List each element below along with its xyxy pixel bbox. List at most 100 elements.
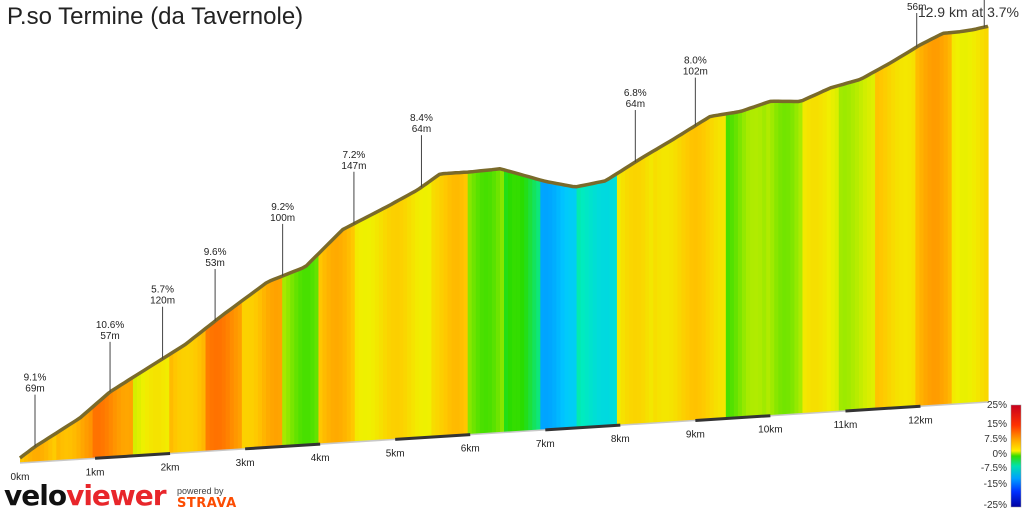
gradient-strip bbox=[286, 272, 291, 447]
gradient-strip bbox=[294, 269, 299, 446]
gradient-strip bbox=[104, 393, 110, 458]
gradient-strip bbox=[951, 32, 957, 405]
gradient-strip bbox=[403, 195, 408, 439]
gradient-strip bbox=[641, 155, 646, 424]
gradient-strip bbox=[205, 325, 211, 452]
gradient-strip bbox=[274, 277, 279, 447]
gradient-strip bbox=[153, 362, 158, 455]
gradient-strip bbox=[967, 29, 973, 404]
gradient-strip bbox=[975, 28, 981, 403]
gradient-strip bbox=[56, 430, 61, 461]
gradient-strip bbox=[48, 435, 53, 462]
gradient-strip bbox=[145, 367, 150, 456]
gradient-strip bbox=[209, 322, 215, 452]
gradient-strip bbox=[443, 173, 449, 437]
gradient-strip bbox=[979, 27, 985, 403]
gradient-strip bbox=[596, 181, 602, 427]
gradient-strip bbox=[649, 151, 654, 424]
annotation-length: 120m bbox=[150, 296, 175, 307]
gradient-strip bbox=[729, 112, 735, 419]
gradient-strip bbox=[201, 328, 207, 452]
gradient-strip bbox=[520, 174, 525, 432]
x-tick-label: 10km bbox=[758, 425, 782, 436]
gradient-strip bbox=[633, 160, 638, 425]
gradient-strip bbox=[947, 32, 953, 405]
annotation-grade: 8.0% bbox=[684, 56, 707, 67]
gradient-strip bbox=[459, 172, 465, 436]
gradient-strip bbox=[427, 180, 432, 438]
gradient-strip bbox=[270, 279, 275, 448]
annotation-length: 147m bbox=[341, 161, 366, 172]
gradient-strip bbox=[475, 170, 481, 435]
gradient-strip bbox=[927, 39, 933, 406]
gradient-strip bbox=[213, 319, 219, 451]
gradient-strip bbox=[693, 124, 699, 421]
gradient-strip bbox=[229, 306, 235, 450]
gradient-strip bbox=[862, 75, 868, 410]
gradient-strip bbox=[128, 377, 134, 457]
gradient-strip bbox=[705, 116, 711, 420]
gradient-strip bbox=[608, 176, 614, 426]
annotation-length: 100m bbox=[270, 213, 295, 224]
elevation-line bbox=[18, 24, 989, 460]
annotation-length: 69m bbox=[25, 384, 44, 395]
x-tick-label: 11km bbox=[834, 420, 858, 431]
gradient-strip bbox=[431, 177, 437, 438]
gradient-strip bbox=[681, 131, 687, 422]
page-title: P.so Termine (da Tavernole) bbox=[7, 3, 304, 30]
gradient-strip bbox=[512, 172, 517, 432]
gradient-strip bbox=[576, 185, 582, 428]
gradient-strip bbox=[241, 297, 247, 450]
gradient-strip bbox=[342, 227, 348, 443]
gradient-strip bbox=[572, 186, 578, 429]
gradient-strip bbox=[850, 80, 856, 411]
gradient-strip bbox=[362, 217, 368, 442]
gradient-strip bbox=[935, 35, 941, 406]
gradient-strip bbox=[725, 113, 731, 419]
gradient-strip bbox=[471, 171, 477, 435]
x-tick-label: 6km bbox=[461, 444, 480, 455]
gradient-strip bbox=[971, 29, 977, 404]
gradient-strip bbox=[197, 331, 203, 452]
annotation-length: 102m bbox=[683, 67, 708, 78]
gradient-strip bbox=[169, 352, 174, 454]
gradient-strip bbox=[177, 346, 182, 454]
gradient-strip bbox=[76, 417, 82, 460]
gradient-strip bbox=[770, 101, 775, 416]
annotation-grade: 9.9% bbox=[905, 0, 928, 2]
veloviewer-logo: veloviewer bbox=[4, 482, 167, 510]
gradient-strip bbox=[814, 93, 820, 413]
annotation-grade: 6.8% bbox=[624, 88, 647, 99]
strava-logo: STRAVA bbox=[177, 496, 237, 511]
km-bar bbox=[845, 404, 921, 413]
annotation-grade: 7.2% bbox=[343, 150, 366, 161]
x-tick-label: 8km bbox=[611, 434, 630, 445]
gradient-strip bbox=[802, 98, 808, 414]
annotation-grade: 8.4% bbox=[410, 113, 433, 124]
gradient-strip bbox=[399, 197, 404, 440]
gradient-strip bbox=[124, 379, 130, 457]
gradient-strip bbox=[60, 427, 65, 461]
annotation-length: 64m bbox=[626, 99, 645, 110]
gradient-strip bbox=[266, 280, 271, 448]
gradient-strip bbox=[189, 338, 195, 453]
gradient-strip bbox=[72, 420, 78, 460]
gradient-strip bbox=[185, 341, 190, 453]
gradient-strip bbox=[556, 183, 562, 430]
gradient-strip bbox=[455, 172, 461, 436]
km-bar bbox=[395, 433, 471, 441]
gradient-strip bbox=[830, 86, 836, 412]
gradient-strip bbox=[84, 410, 90, 459]
gradient-strip bbox=[391, 202, 396, 440]
gradient-strip bbox=[592, 182, 598, 427]
gradient-strip bbox=[415, 188, 420, 439]
annotation-length: 56m bbox=[907, 2, 926, 13]
gradient-strip bbox=[88, 407, 94, 459]
gradient-strip bbox=[463, 172, 469, 436]
gradient-strip bbox=[141, 369, 146, 456]
gradient-strip bbox=[165, 354, 170, 454]
gradient-strip bbox=[822, 89, 828, 413]
gradient-strip bbox=[120, 382, 126, 457]
annotation-grade: 9.1% bbox=[24, 373, 47, 384]
gradient-strip bbox=[439, 173, 445, 437]
